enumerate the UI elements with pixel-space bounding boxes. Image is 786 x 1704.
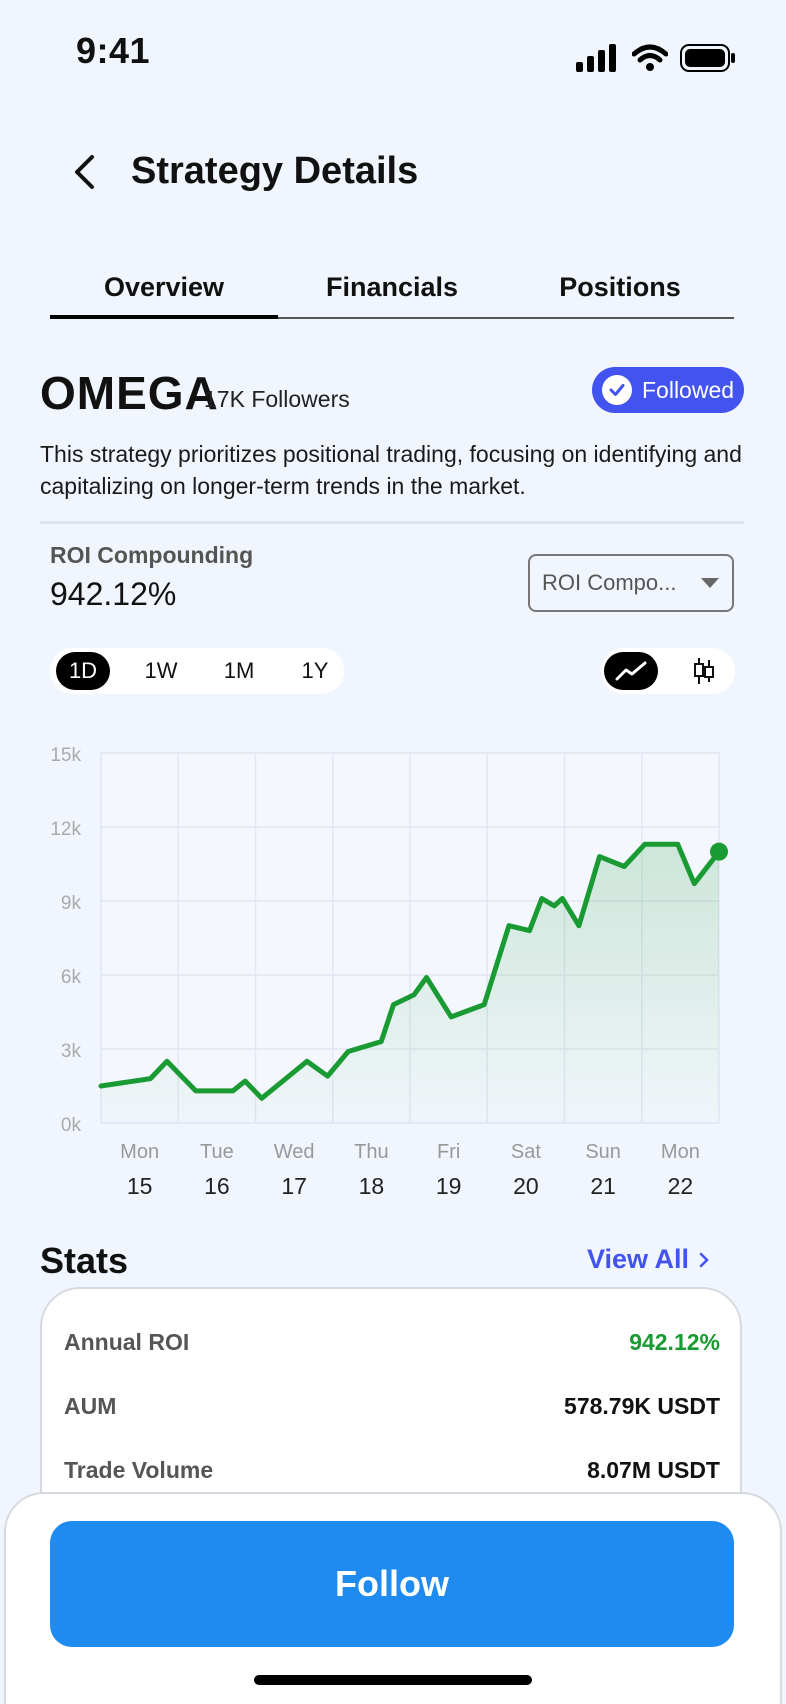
- chart-line: [98, 841, 722, 1101]
- back-button[interactable]: [62, 150, 106, 194]
- page-title: Strategy Details: [131, 150, 419, 192]
- x-tick-date: 20: [513, 1173, 539, 1199]
- stat-label-annual-roi: Annual ROI: [64, 1329, 190, 1355]
- x-tick-date: 22: [668, 1173, 694, 1199]
- active-tab-indicator: [50, 315, 278, 319]
- check-icon: [602, 375, 632, 405]
- tabs-divider: [50, 317, 734, 319]
- stat-label-trade-volume: Trade Volume: [64, 1457, 214, 1483]
- stat-value-trade-volume: 8.07M USDT: [587, 1457, 720, 1483]
- roi-chart: 15k 12k 9k 6k 3k 0k Mon 15 Tue 16 Wed 17 Thu 18 Fri 19 S…: [50, 745, 728, 1199]
- stat-value-aum: 578.79K USDT: [564, 1393, 720, 1419]
- roi-metric-select[interactable]: ROI Compo...: [528, 554, 734, 612]
- x-tick-date: 15: [127, 1173, 153, 1199]
- line-chart-toggle[interactable]: [604, 652, 658, 690]
- caret-down-icon: [701, 578, 719, 588]
- range-1y[interactable]: 1Y: [301, 658, 329, 683]
- range-1w[interactable]: 1W: [144, 658, 178, 683]
- roi-select-value: ROI Compo...: [542, 570, 677, 595]
- followed-button[interactable]: Followed: [592, 367, 744, 413]
- x-tick-day: Mon: [120, 1141, 159, 1163]
- x-tick-date: 19: [436, 1173, 462, 1199]
- x-tick-day: Fri: [437, 1141, 460, 1163]
- chevron-left-icon: [75, 155, 94, 189]
- y-tick-label: 6k: [61, 967, 82, 988]
- follow-button[interactable]: Follow: [50, 1521, 734, 1647]
- battery-icon: [680, 44, 735, 72]
- followers-count: 17K Followers: [204, 386, 350, 412]
- home-indicator: [254, 1675, 532, 1685]
- x-tick-day: Sat: [511, 1141, 541, 1163]
- strategy-description: This strategy prioritizes positional tra…: [40, 441, 742, 499]
- y-tick-label: 0k: [61, 1115, 82, 1136]
- range-1m[interactable]: 1M: [223, 658, 255, 683]
- x-tick-day: Thu: [354, 1141, 388, 1163]
- stat-value-annual-roi: 942.12%: [629, 1329, 720, 1355]
- x-tick-date: 18: [359, 1173, 385, 1199]
- strategy-name: OMEGA: [40, 367, 219, 419]
- y-tick-label: 15k: [50, 745, 81, 766]
- chart-area: [101, 844, 719, 1123]
- y-tick-label: 9k: [61, 893, 82, 914]
- x-tick-day: Tue: [200, 1141, 234, 1163]
- status-time: 9:41: [76, 30, 151, 71]
- x-tick-day: Mon: [661, 1141, 700, 1163]
- tab-positions[interactable]: Positions: [559, 272, 681, 302]
- stats-title: Stats: [40, 1240, 129, 1281]
- view-all-link[interactable]: View All: [587, 1244, 709, 1275]
- chevron-right-icon: [699, 1252, 709, 1267]
- x-tick-day: Wed: [274, 1141, 315, 1163]
- x-tick-date: 17: [281, 1173, 307, 1199]
- x-tick-date: 21: [590, 1173, 616, 1199]
- line-chart-icon: [615, 661, 647, 681]
- wifi-icon: [632, 44, 668, 71]
- candlestick-icon: [694, 658, 714, 684]
- x-tick-date: 16: [204, 1173, 230, 1199]
- tab-overview[interactable]: Overview: [103, 272, 225, 302]
- view-all-label: View All: [587, 1244, 690, 1274]
- roi-value: 942.12%: [50, 576, 177, 612]
- y-tick-label: 12k: [50, 819, 81, 840]
- signal-icon: [576, 44, 616, 72]
- x-tick-day: Sun: [585, 1141, 621, 1163]
- section-divider: [40, 521, 744, 524]
- y-tick-label: 3k: [61, 1041, 82, 1062]
- range-1d[interactable]: 1D: [56, 652, 110, 690]
- roi-label: ROI Compounding: [50, 542, 254, 568]
- followed-label: Followed: [642, 376, 735, 403]
- stat-label-aum: AUM: [64, 1393, 117, 1419]
- tab-financials[interactable]: Financials: [325, 272, 459, 302]
- chart-last-point: [710, 842, 728, 861]
- candlestick-toggle[interactable]: [677, 652, 731, 690]
